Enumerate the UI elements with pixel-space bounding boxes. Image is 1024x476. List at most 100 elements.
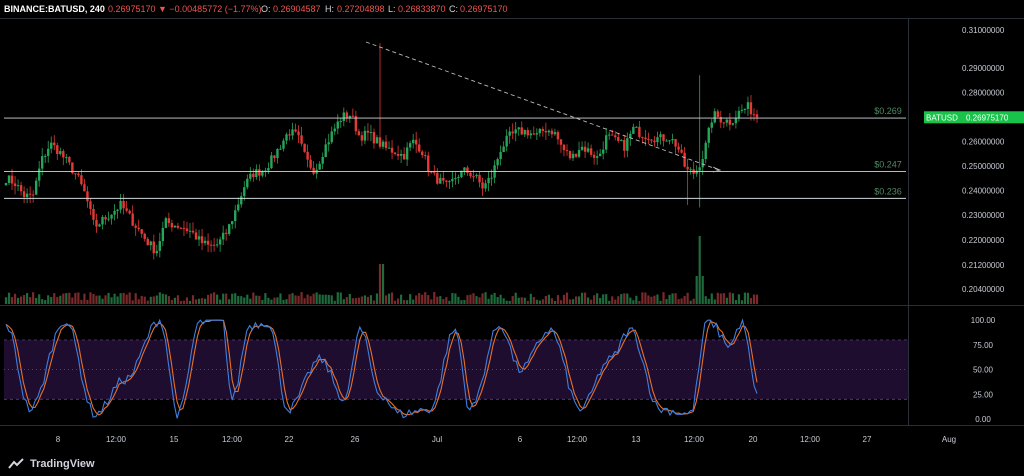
candle-body[interactable] (710, 122, 713, 128)
candle-body[interactable] (354, 116, 358, 132)
candle-body[interactable] (330, 131, 333, 143)
candle-body[interactable] (113, 210, 116, 215)
candle-body[interactable] (574, 153, 578, 157)
candle-body[interactable] (620, 139, 623, 141)
candle-body[interactable] (167, 218, 171, 224)
candle-body[interactable] (686, 166, 689, 170)
candle-body[interactable] (719, 117, 723, 123)
candle-body[interactable] (448, 181, 451, 183)
candle-body[interactable] (424, 155, 427, 157)
candle-body[interactable] (601, 149, 605, 154)
candle-body[interactable] (89, 201, 92, 209)
candle-body[interactable] (137, 227, 140, 230)
candle-body[interactable] (146, 238, 149, 246)
candle-body[interactable] (626, 138, 629, 151)
candle-body[interactable] (62, 151, 65, 158)
candle-body[interactable] (393, 152, 397, 154)
candle-body[interactable] (200, 236, 204, 244)
candle-body[interactable] (559, 139, 563, 145)
candle-body[interactable] (125, 208, 128, 211)
candle-body[interactable] (668, 140, 671, 142)
candle-body[interactable] (303, 143, 306, 152)
candle-body[interactable] (327, 142, 330, 145)
candle-body[interactable] (80, 175, 83, 185)
candle-body[interactable] (240, 196, 243, 205)
candle-body[interactable] (158, 241, 162, 251)
candle-body[interactable] (571, 153, 575, 159)
candle-body[interactable] (212, 244, 216, 246)
candle-body[interactable] (203, 240, 207, 244)
candle-body[interactable] (104, 216, 107, 220)
candle-body[interactable] (617, 137, 620, 141)
candle-body[interactable] (161, 227, 165, 242)
candle-body[interactable] (586, 148, 590, 152)
candle-body[interactable] (496, 159, 499, 166)
candle-body[interactable] (514, 129, 517, 134)
candle-body[interactable] (466, 167, 469, 173)
stochastic-rsi-pane[interactable] (4, 318, 908, 419)
candle-body[interactable] (457, 177, 460, 179)
candle-body[interactable] (285, 134, 288, 141)
candle-body[interactable] (300, 135, 303, 144)
candle-body[interactable] (632, 126, 635, 134)
candle-body[interactable] (131, 213, 134, 226)
candle-body[interactable] (110, 214, 113, 219)
candle-body[interactable] (74, 173, 77, 175)
candle-body[interactable] (445, 180, 448, 182)
candle-body[interactable] (460, 170, 463, 178)
candle-body[interactable] (589, 148, 593, 155)
candle-body[interactable] (378, 137, 382, 147)
candle-body[interactable] (40, 156, 44, 169)
candle-body[interactable] (279, 148, 282, 150)
candle-body[interactable] (4, 182, 8, 186)
candle-body[interactable] (387, 147, 391, 149)
candle-body[interactable] (635, 126, 638, 128)
candle-body[interactable] (282, 140, 285, 149)
candle-body[interactable] (170, 223, 174, 228)
candle-body[interactable] (638, 126, 641, 137)
candle-body[interactable] (481, 182, 484, 189)
candle-body[interactable] (164, 218, 168, 228)
candle-body[interactable] (436, 172, 439, 184)
candle-body[interactable] (405, 147, 409, 160)
candle-body[interactable] (743, 108, 747, 110)
candle-body[interactable] (119, 200, 122, 210)
candle-body[interactable] (677, 146, 680, 150)
candle-body[interactable] (13, 183, 17, 187)
candle-body[interactable] (608, 134, 611, 136)
candle-body[interactable] (155, 250, 159, 254)
candle-body[interactable] (752, 114, 756, 116)
candle-body[interactable] (641, 136, 644, 138)
candle-body[interactable] (604, 135, 608, 150)
candle-body[interactable] (623, 139, 626, 151)
candle-body[interactable] (484, 183, 487, 189)
candle-body[interactable] (671, 139, 674, 141)
candle-body[interactable] (194, 232, 198, 240)
candle-body[interactable] (16, 185, 20, 187)
candle-body[interactable] (583, 146, 587, 152)
candle-body[interactable] (650, 139, 653, 141)
candle-body[interactable] (34, 180, 38, 195)
candle-body[interactable] (556, 132, 560, 140)
candle-body[interactable] (490, 177, 493, 179)
tradingview-logo[interactable]: TradingView (8, 458, 95, 470)
candle-body[interactable] (95, 219, 98, 227)
candle-body[interactable] (755, 114, 759, 118)
candle-body[interactable] (698, 167, 701, 171)
candle-body[interactable] (339, 120, 342, 122)
candle-body[interactable] (185, 228, 189, 232)
candle-body[interactable] (191, 230, 195, 233)
candle-body[interactable] (71, 162, 74, 174)
candle-body[interactable] (234, 210, 237, 222)
candle-body[interactable] (454, 178, 457, 180)
candle-body[interactable] (647, 138, 650, 140)
candle-body[interactable] (134, 225, 137, 228)
candle-body[interactable] (270, 155, 273, 168)
candle-body[interactable] (182, 227, 186, 229)
candle-body[interactable] (312, 167, 315, 174)
candle-body[interactable] (469, 172, 472, 177)
candle-body[interactable] (529, 133, 532, 136)
candle-body[interactable] (538, 128, 542, 134)
candle-body[interactable] (577, 149, 581, 157)
candle-body[interactable] (532, 133, 536, 135)
